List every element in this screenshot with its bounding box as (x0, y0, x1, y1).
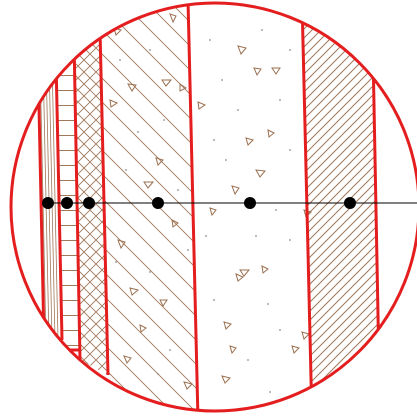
section-circle-outline (9, 1, 417, 413)
marker-1 (42, 197, 54, 209)
speckles-layer-5 (205, 29, 291, 393)
marker-4 (152, 197, 164, 209)
marker-2 (61, 197, 73, 209)
marker-5 (244, 197, 256, 209)
layer-timber-diagonal (302, 3, 380, 411)
marker-3 (83, 197, 95, 209)
section-layers (36, 3, 382, 411)
axis-markers (42, 197, 356, 209)
aggregate-layer-5 (197, 45, 300, 384)
marker-6 (344, 197, 356, 209)
layer-concrete-diagonal (100, 3, 198, 411)
